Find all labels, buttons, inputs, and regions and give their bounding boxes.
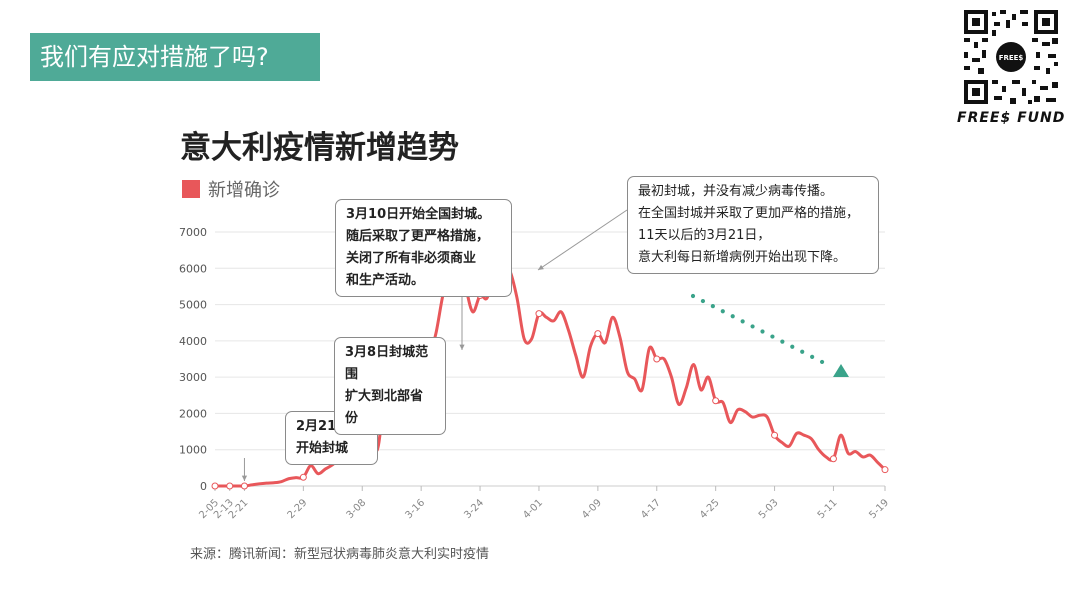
data-point — [211, 482, 219, 490]
data-point — [771, 431, 779, 439]
trend-dot — [800, 349, 805, 354]
x-tick-label: 5-03 — [757, 497, 781, 521]
y-tick-label: 0 — [200, 480, 207, 493]
x-tick-label: 2-29 — [286, 497, 310, 521]
data-point — [226, 482, 234, 490]
data-point — [594, 330, 602, 338]
annotation-mar10-line1: 3月10日开始全国封城。 — [346, 207, 491, 222]
annotation-mar8-line1: 3月8日封城范围 — [345, 345, 429, 382]
y-tick-label: 1000 — [179, 444, 207, 457]
data-point — [240, 482, 248, 490]
x-tick-label: 4-01 — [521, 497, 545, 521]
connector-mar10-head — [459, 344, 465, 350]
source-note: 来源：腾讯新闻：新型冠状病毒肺炎意大利实时疫情 — [190, 547, 490, 562]
annotation-mar10-line2: 随后采取了更严格措施， — [346, 229, 490, 244]
slide-title: 我们有应对措施了吗? — [30, 33, 320, 81]
annotation-mar21-line1: 最初封城，并没有减少病毒传播。 — [638, 184, 834, 199]
trend-dot — [710, 304, 715, 309]
trend-arrowhead — [833, 364, 849, 377]
x-tick-label: 3-16 — [403, 497, 427, 521]
y-axis: 0 1000 2000 3000 4000 5000 6000 7000 — [179, 226, 207, 493]
trend-dot — [700, 298, 706, 304]
trend-dot — [770, 334, 775, 339]
data-point — [299, 473, 307, 481]
y-tick-label: 6000 — [179, 262, 207, 275]
x-tick-label: 3-08 — [345, 497, 369, 521]
trend-dot — [780, 339, 785, 344]
data-point — [535, 310, 543, 318]
chart-legend: 新增确诊 — [182, 176, 280, 202]
y-tick-label: 2000 — [179, 407, 207, 420]
trend-dot — [740, 319, 745, 324]
trend-dot — [819, 359, 825, 365]
trend-dot — [760, 329, 765, 334]
annotation-mar21: 最初封城，并没有减少病毒传播。 在全国封城并采取了更加严格的措施， 11天以后的… — [627, 176, 879, 274]
data-point — [881, 466, 889, 474]
y-tick-label: 5000 — [179, 299, 207, 312]
annotation-mar10-line4: 和生产活动。 — [346, 273, 425, 288]
trend-dot — [720, 309, 725, 314]
data-point — [829, 455, 837, 463]
legend-label: 新增确诊 — [208, 180, 280, 201]
x-axis: 2-052-132-21 2-29 3-08 3-16 3-24 4-01 4-09 4-17… — [197, 486, 891, 521]
chart-title: 意大利疫情新增趋势 — [180, 130, 459, 166]
trend-dot — [810, 354, 815, 359]
annotation-mar21-line2: 在全国封城并采取了更加严格的措施， — [638, 206, 860, 221]
annotation-mar21-line4: 意大利每日新增病例开始出现下降。 — [638, 250, 847, 265]
data-point — [712, 397, 720, 405]
x-tick-label: 5-19 — [867, 497, 891, 521]
x-tick-label: 4-17 — [639, 497, 663, 521]
x-tick-label: 4-09 — [580, 497, 604, 521]
y-tick-label: 4000 — [179, 335, 207, 348]
annotation-feb21-line2: 开始封城 — [296, 441, 349, 456]
connector-mar21 — [537, 209, 628, 271]
y-tick-label: 7000 — [179, 226, 207, 239]
y-tick-label: 3000 — [179, 371, 207, 384]
annotation-mar8-line2: 扩大到北部省份 — [345, 389, 424, 426]
legend-swatch — [182, 180, 200, 198]
annotation-mar8: 3月8日封城范围 扩大到北部省份 — [334, 337, 446, 435]
connector-feb21-head — [241, 475, 248, 481]
trend-dot — [750, 324, 755, 329]
qr-code: FREE$ — [962, 8, 1060, 106]
trend-dot — [690, 293, 696, 299]
connector-mar21-head — [538, 264, 544, 270]
trend-arrow — [690, 293, 849, 377]
data-point — [653, 355, 661, 363]
x-tick-label: 5-11 — [816, 497, 840, 521]
x-tick-label: 3-24 — [462, 497, 486, 521]
trend-dot — [790, 344, 795, 349]
x-tick-label: 4-25 — [698, 497, 722, 521]
qr-center-text: FREE$ — [999, 54, 1024, 62]
annotation-mar21-line3: 11天以后的3月21日， — [638, 228, 771, 243]
annotation-mar10-line3: 关闭了所有非必须商业 — [346, 251, 477, 266]
brand-name: FREE$ FUND — [957, 110, 1066, 126]
trend-dot — [730, 314, 735, 319]
annotation-mar10: 3月10日开始全国封城。 随后采取了更严格措施， 关闭了所有非必须商业 和生产活… — [335, 199, 512, 297]
